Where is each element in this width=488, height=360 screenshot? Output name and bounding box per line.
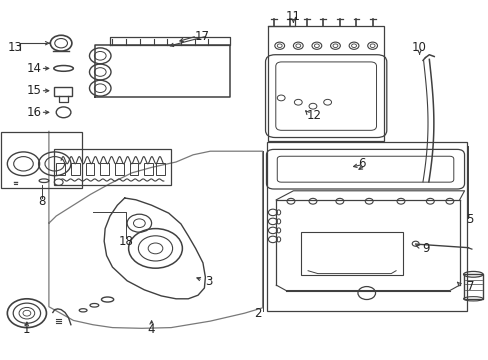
Text: 15: 15 bbox=[27, 84, 41, 97]
Text: 2: 2 bbox=[254, 307, 262, 320]
Text: 7: 7 bbox=[466, 280, 473, 293]
Text: 5: 5 bbox=[465, 213, 472, 226]
Bar bbox=[71, 163, 80, 175]
Text: 10: 10 bbox=[411, 41, 426, 54]
Text: 3: 3 bbox=[205, 275, 213, 288]
Text: 12: 12 bbox=[306, 109, 321, 122]
Bar bbox=[54, 149, 171, 185]
Text: 11: 11 bbox=[285, 10, 300, 23]
Text: 8: 8 bbox=[38, 195, 45, 208]
Bar bbox=[156, 163, 165, 175]
Bar bbox=[267, 26, 384, 141]
Bar bbox=[300, 232, 403, 275]
Text: 18: 18 bbox=[119, 235, 133, 248]
Text: 14: 14 bbox=[27, 62, 41, 75]
Bar bbox=[54, 87, 72, 96]
Text: 16: 16 bbox=[27, 106, 41, 119]
Text: 1: 1 bbox=[23, 323, 31, 336]
Text: 4: 4 bbox=[147, 323, 155, 336]
Text: 6: 6 bbox=[357, 157, 365, 170]
Bar bbox=[463, 274, 482, 299]
Bar bbox=[115, 163, 123, 175]
Bar bbox=[1, 132, 82, 188]
Bar bbox=[144, 163, 153, 175]
Bar bbox=[56, 163, 65, 175]
Bar bbox=[100, 163, 109, 175]
Text: 17: 17 bbox=[194, 30, 209, 42]
Bar bbox=[266, 142, 466, 311]
Bar bbox=[85, 163, 94, 175]
Bar bbox=[129, 163, 138, 175]
Text: 13: 13 bbox=[7, 41, 22, 54]
Text: 9: 9 bbox=[422, 242, 429, 255]
